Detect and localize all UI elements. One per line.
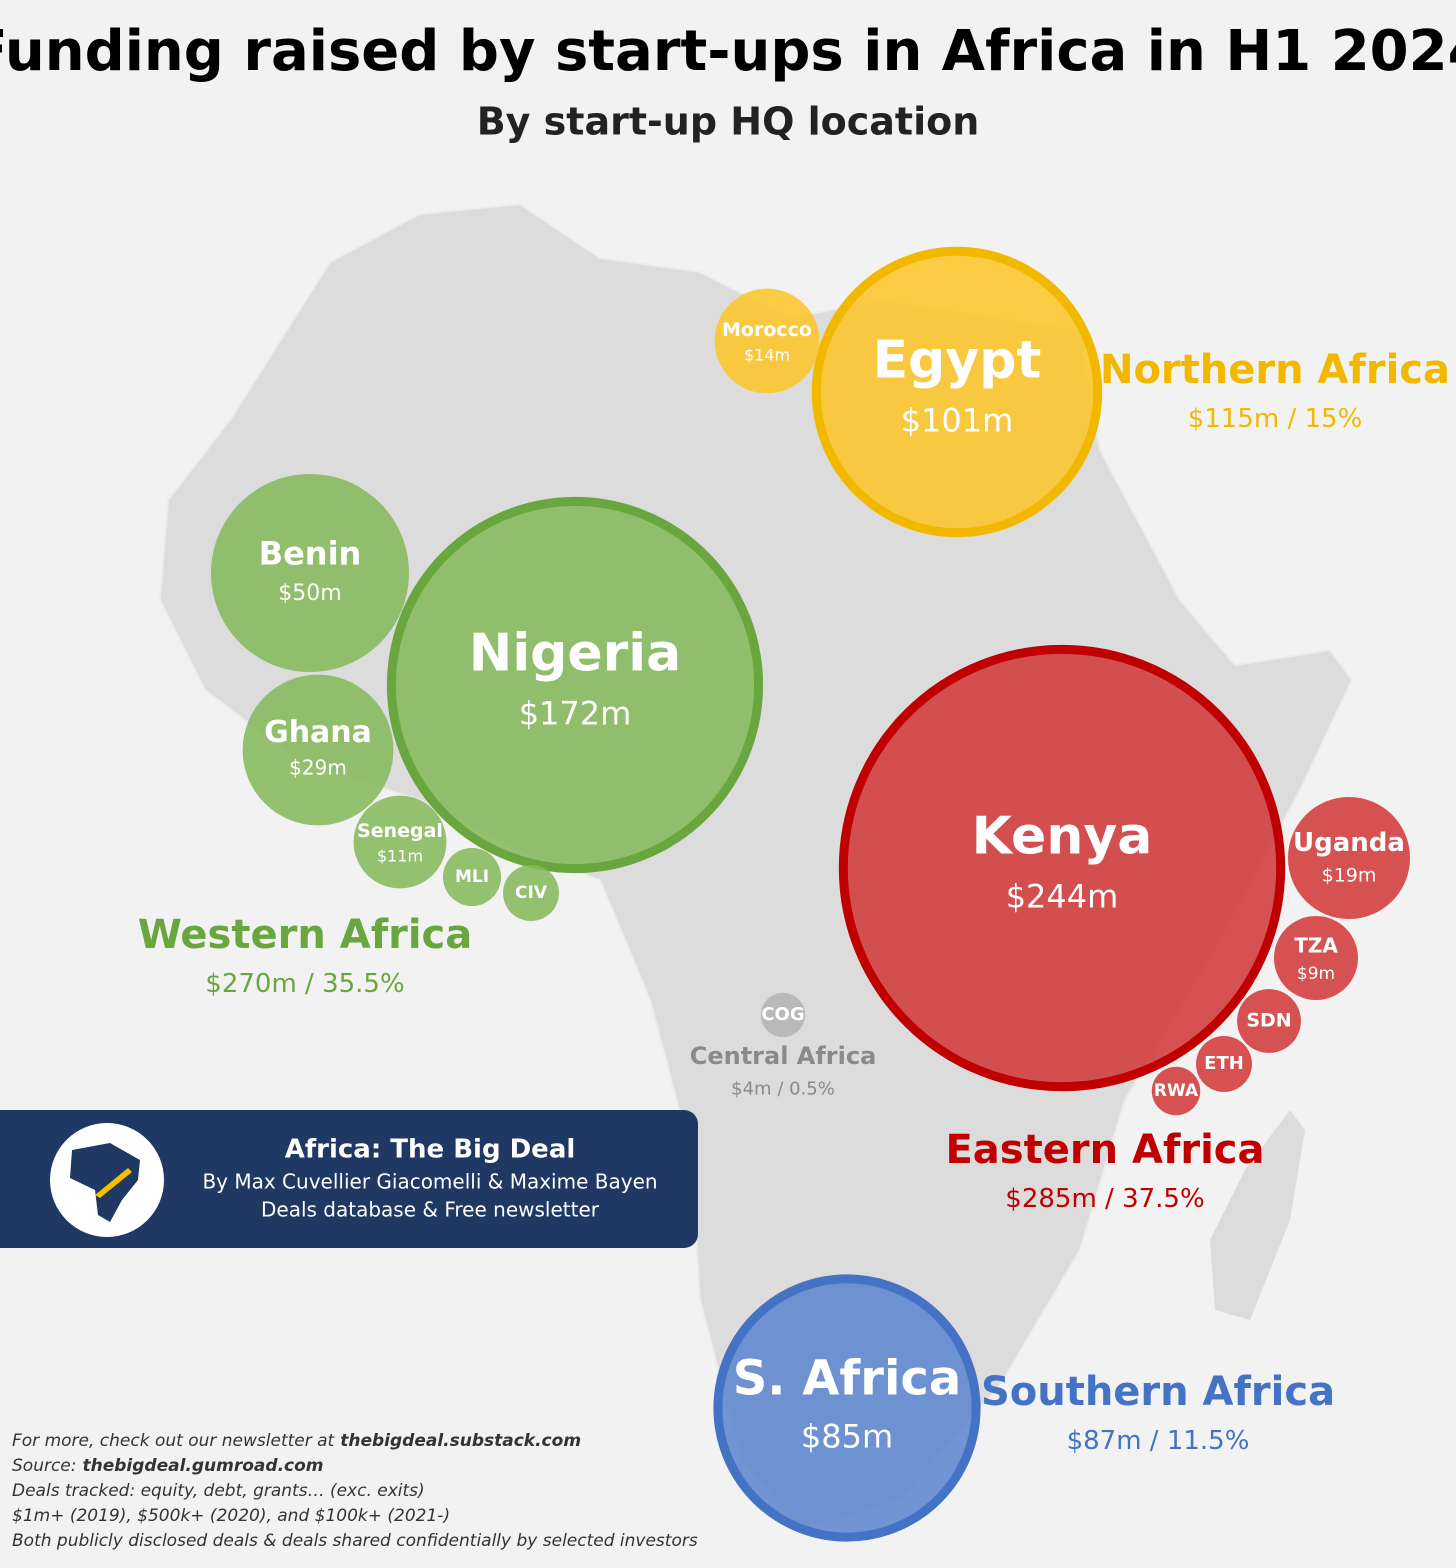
country-value: $11m (377, 847, 423, 866)
logo-rocket (95, 1168, 132, 1198)
country-bubble (713, 1274, 981, 1542)
region-name: Northern Africa (1100, 347, 1450, 393)
country-value: $50m (278, 581, 341, 606)
footnote-text: $1m+ (2019), $500k+ (2020), and $100k+ (… (12, 1506, 450, 1526)
country-name: Morocco (722, 319, 812, 341)
footnote-link: thebigdeal.gumroad.com (83, 1456, 324, 1476)
country-value: $9m (1297, 964, 1335, 984)
footnote: Source: thebigdeal.gumroad.com (12, 1456, 324, 1476)
country-bubble (1237, 989, 1301, 1053)
country-bubble (811, 246, 1103, 538)
footnote-text: Deals tracked: equity, debt, grants… (ex… (12, 1481, 425, 1501)
country-name: Benin (259, 534, 362, 572)
country-value: $85m (801, 1417, 893, 1455)
bubbles: Egypt $101m Morocco $14m Nigeria $172m Benin $5… (211, 246, 1411, 1542)
country-value: $14m (744, 346, 790, 365)
country-name: S. Africa (733, 1351, 962, 1407)
region-name: Eastern Africa (945, 1127, 1264, 1173)
country-bubble (1196, 1036, 1252, 1092)
footnotes: For more, check out our newsletter at the… (12, 1431, 698, 1551)
banner-box (0, 1110, 698, 1248)
logo-map (70, 1143, 140, 1222)
country-bubble (242, 674, 394, 826)
country-name: CIV (515, 883, 548, 903)
region-name: Southern Africa (981, 1369, 1335, 1415)
country-name: Ghana (264, 715, 372, 750)
subtitle: By start-up HQ location (477, 100, 980, 144)
footnote-text: Both publicly disclosed deals & deals sh… (12, 1531, 698, 1551)
banner: Africa: The Big Deal By Max Cuvellier Gi… (0, 1110, 698, 1248)
region-summary: $285m / 37.5% (1005, 1184, 1204, 1214)
region-summary: $87m / 11.5% (1067, 1426, 1250, 1456)
country-name: Uganda (1293, 828, 1405, 858)
country-bubble (1274, 916, 1358, 1000)
country-value: $244m (1006, 877, 1119, 915)
region-labels: Northern Africa $115m / 15% Western Africa… (138, 347, 1450, 1456)
country-bubble (714, 288, 820, 394)
country-name: Senegal (357, 820, 443, 842)
country-name: Egypt (873, 330, 1042, 390)
country-name: TZA (1294, 934, 1338, 958)
country-bubble (353, 795, 447, 889)
country-bubble (211, 474, 409, 672)
country-name: ETH (1204, 1053, 1244, 1074)
country-bubble (838, 644, 1286, 1092)
country-value: $19m (1322, 865, 1377, 887)
country-bubble (386, 496, 764, 874)
country-bubble (760, 992, 806, 1038)
country-name: RWA (1154, 1081, 1199, 1101)
banner-byline: By Max Cuvellier Giacomelli & Maxime Bay… (202, 1170, 657, 1194)
footnote: Deals tracked: equity, debt, grants… (ex… (12, 1481, 425, 1501)
country-name: MLI (455, 867, 489, 887)
country-name: SDN (1246, 1010, 1291, 1032)
country-name: Nigeria (469, 623, 681, 683)
country-value: $101m (901, 401, 1014, 439)
banner-links: Deals database & Free newsletter (261, 1198, 600, 1222)
region-name: Western Africa (138, 912, 473, 958)
country-bubble (1287, 796, 1411, 920)
country-value: $172m (519, 694, 632, 732)
region-summary: $4m / 0.5% (731, 1079, 835, 1100)
footnote: $1m+ (2019), $500k+ (2020), and $100k+ (… (12, 1506, 450, 1526)
footnote: Both publicly disclosed deals & deals sh… (12, 1531, 698, 1551)
banner-title: Africa: The Big Deal (285, 1135, 576, 1165)
country-bubble (442, 847, 502, 907)
country-name: Kenya (972, 806, 1153, 866)
country-name: COG (761, 1004, 804, 1025)
footnote: For more, check out our newsletter at the… (12, 1431, 581, 1451)
country-bubble (1151, 1066, 1201, 1116)
country-value: $29m (289, 756, 347, 780)
region-summary: $270m / 35.5% (205, 969, 404, 999)
footnote-text: For more, check out our newsletter at (12, 1431, 336, 1451)
footnote-text: Source: (12, 1456, 77, 1476)
title: Funding raised by start-ups in Africa in… (0, 19, 1456, 84)
madagascar (1210, 1110, 1305, 1320)
region-summary: $115m / 15% (1188, 404, 1363, 434)
region-name: Central Africa (690, 1042, 877, 1070)
country-bubble (503, 865, 559, 921)
footnote-link: thebigdeal.substack.com (340, 1431, 581, 1451)
